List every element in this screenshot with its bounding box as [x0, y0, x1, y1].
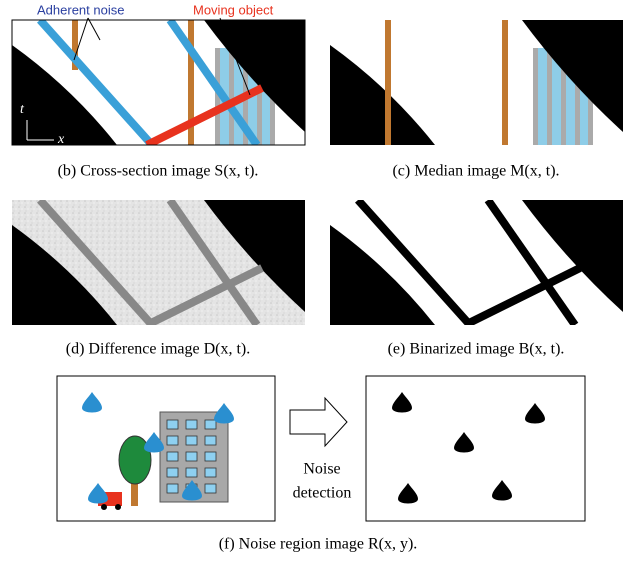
caption: (e) Binarized image B(x, t).: [388, 341, 565, 358]
label: Moving object: [193, 2, 274, 17]
noise-region: [366, 376, 585, 521]
caption: (b) Cross-section image S(x, t).: [58, 163, 259, 180]
arrow: [290, 398, 347, 446]
label: Adherent noise: [37, 2, 124, 17]
figure: Adherent noise Moving object t x (b) Cro…: [0, 0, 637, 563]
panel-c: [330, 20, 623, 145]
caption: (c) Median image M(x, t).: [392, 163, 559, 180]
panel-e: [330, 200, 623, 325]
axis-label: x: [57, 132, 65, 147]
caption: (d) Difference image D(x, t).: [66, 341, 251, 358]
caption: (f) Noise region image R(x, y).: [219, 536, 418, 553]
arrow-label: Noise: [303, 461, 340, 478]
scene: [57, 376, 275, 521]
panel-d: [12, 200, 305, 325]
page: Adherent noise Moving object t x (b) Cro…: [0, 0, 637, 563]
panel-b: [12, 20, 305, 145]
arrow-label: detection: [293, 485, 352, 502]
